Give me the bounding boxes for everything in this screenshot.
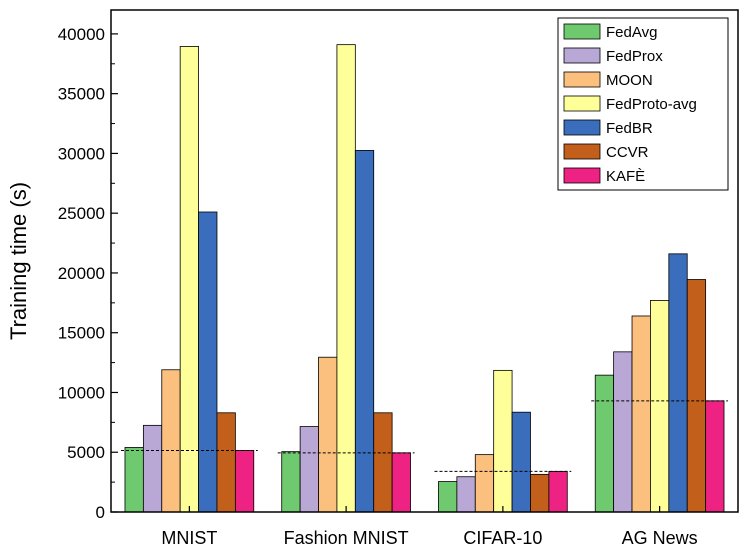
bar-moon-3 bbox=[631, 315, 651, 513]
bar-ccvr-3 bbox=[686, 279, 707, 513]
y-axis-label: Training time (s) bbox=[6, 182, 31, 340]
legend-label: FedBR bbox=[606, 120, 653, 137]
bar-fedproto-avg-3 bbox=[650, 300, 670, 513]
legend-swatch bbox=[563, 47, 601, 64]
bar-moon-1 bbox=[318, 356, 338, 513]
bar-fedprox-0 bbox=[142, 424, 163, 513]
legend-label: FedAvg bbox=[606, 24, 657, 41]
legend-swatch bbox=[563, 95, 601, 112]
legend-swatch bbox=[563, 119, 601, 136]
y-tick-label: 40000 bbox=[58, 25, 105, 44]
bar-fedproto-avg-0 bbox=[179, 46, 199, 513]
x-axis: MNIST Fashion MNIST CIFAR-10 AG News bbox=[161, 506, 698, 548]
legend-swatch bbox=[563, 143, 601, 160]
bar-fedavg-0 bbox=[124, 447, 144, 513]
bar-fedbr-3 bbox=[668, 253, 688, 513]
y-tick-label: 5000 bbox=[67, 443, 105, 462]
legend-swatch bbox=[563, 167, 601, 184]
x-category-label: MNIST bbox=[161, 528, 217, 548]
bar-moon-2 bbox=[474, 454, 495, 513]
bar-fedbr-2 bbox=[511, 411, 531, 513]
bar-ccvr-0 bbox=[216, 412, 236, 513]
y-tick-label: 10000 bbox=[58, 383, 105, 402]
y-tick-label: 0 bbox=[96, 503, 105, 522]
bar-fedprox-3 bbox=[613, 351, 633, 513]
legend-items: FedAvg FedProx MOON FedProto-avg FedBR CCVR KA… bbox=[563, 23, 697, 185]
reference-lines-group bbox=[120, 400, 729, 472]
bar-ccvr-1 bbox=[373, 412, 393, 513]
bar-kaf--3 bbox=[705, 400, 725, 513]
legend-label: KAFÈ bbox=[606, 168, 645, 185]
x-category-label: CIFAR-10 bbox=[463, 528, 542, 548]
bar-fedproto-avg-1 bbox=[336, 44, 356, 513]
y-tick-label: 30000 bbox=[58, 144, 105, 163]
bar-fedprox-2 bbox=[456, 476, 476, 513]
legend-label: FedProx bbox=[606, 48, 663, 65]
bars-group bbox=[124, 44, 725, 513]
bar-kaf--2 bbox=[548, 470, 568, 513]
bar-fedbr-1 bbox=[354, 150, 375, 513]
y-axis: 0 5000 10000 15000 20000 25000 30000 35000 40000 bbox=[58, 25, 118, 522]
plot-frame bbox=[110, 9, 739, 513]
legend: FedAvg FedProx MOON FedProto-avg FedBR CCVR KA… bbox=[557, 17, 729, 191]
bar-fedbr-0 bbox=[198, 211, 218, 513]
bar-ccvr-2 bbox=[530, 473, 550, 513]
y-tick-label: 25000 bbox=[58, 204, 105, 223]
y-tick-label: 15000 bbox=[58, 324, 105, 343]
bar-fedprox-1 bbox=[299, 426, 319, 513]
legend-label: FedProto-avg bbox=[606, 96, 697, 113]
legend-swatch bbox=[563, 71, 601, 88]
bar-moon-0 bbox=[161, 369, 181, 513]
bar-fedavg-3 bbox=[594, 374, 615, 513]
x-category-label: AG News bbox=[622, 528, 698, 548]
x-category-label: Fashion MNIST bbox=[284, 528, 409, 548]
bar-fedavg-2 bbox=[438, 481, 458, 513]
legend-label: CCVR bbox=[606, 144, 649, 161]
y-tick-label: 35000 bbox=[58, 85, 105, 104]
bar-kaf--1 bbox=[391, 452, 411, 513]
bar-fedavg-1 bbox=[281, 451, 301, 513]
bar-fedproto-avg-2 bbox=[493, 369, 513, 513]
legend-swatch bbox=[563, 23, 601, 40]
bar-kaf--0 bbox=[234, 450, 255, 513]
y-tick-label: 20000 bbox=[58, 264, 105, 283]
legend-label: MOON bbox=[606, 72, 653, 89]
